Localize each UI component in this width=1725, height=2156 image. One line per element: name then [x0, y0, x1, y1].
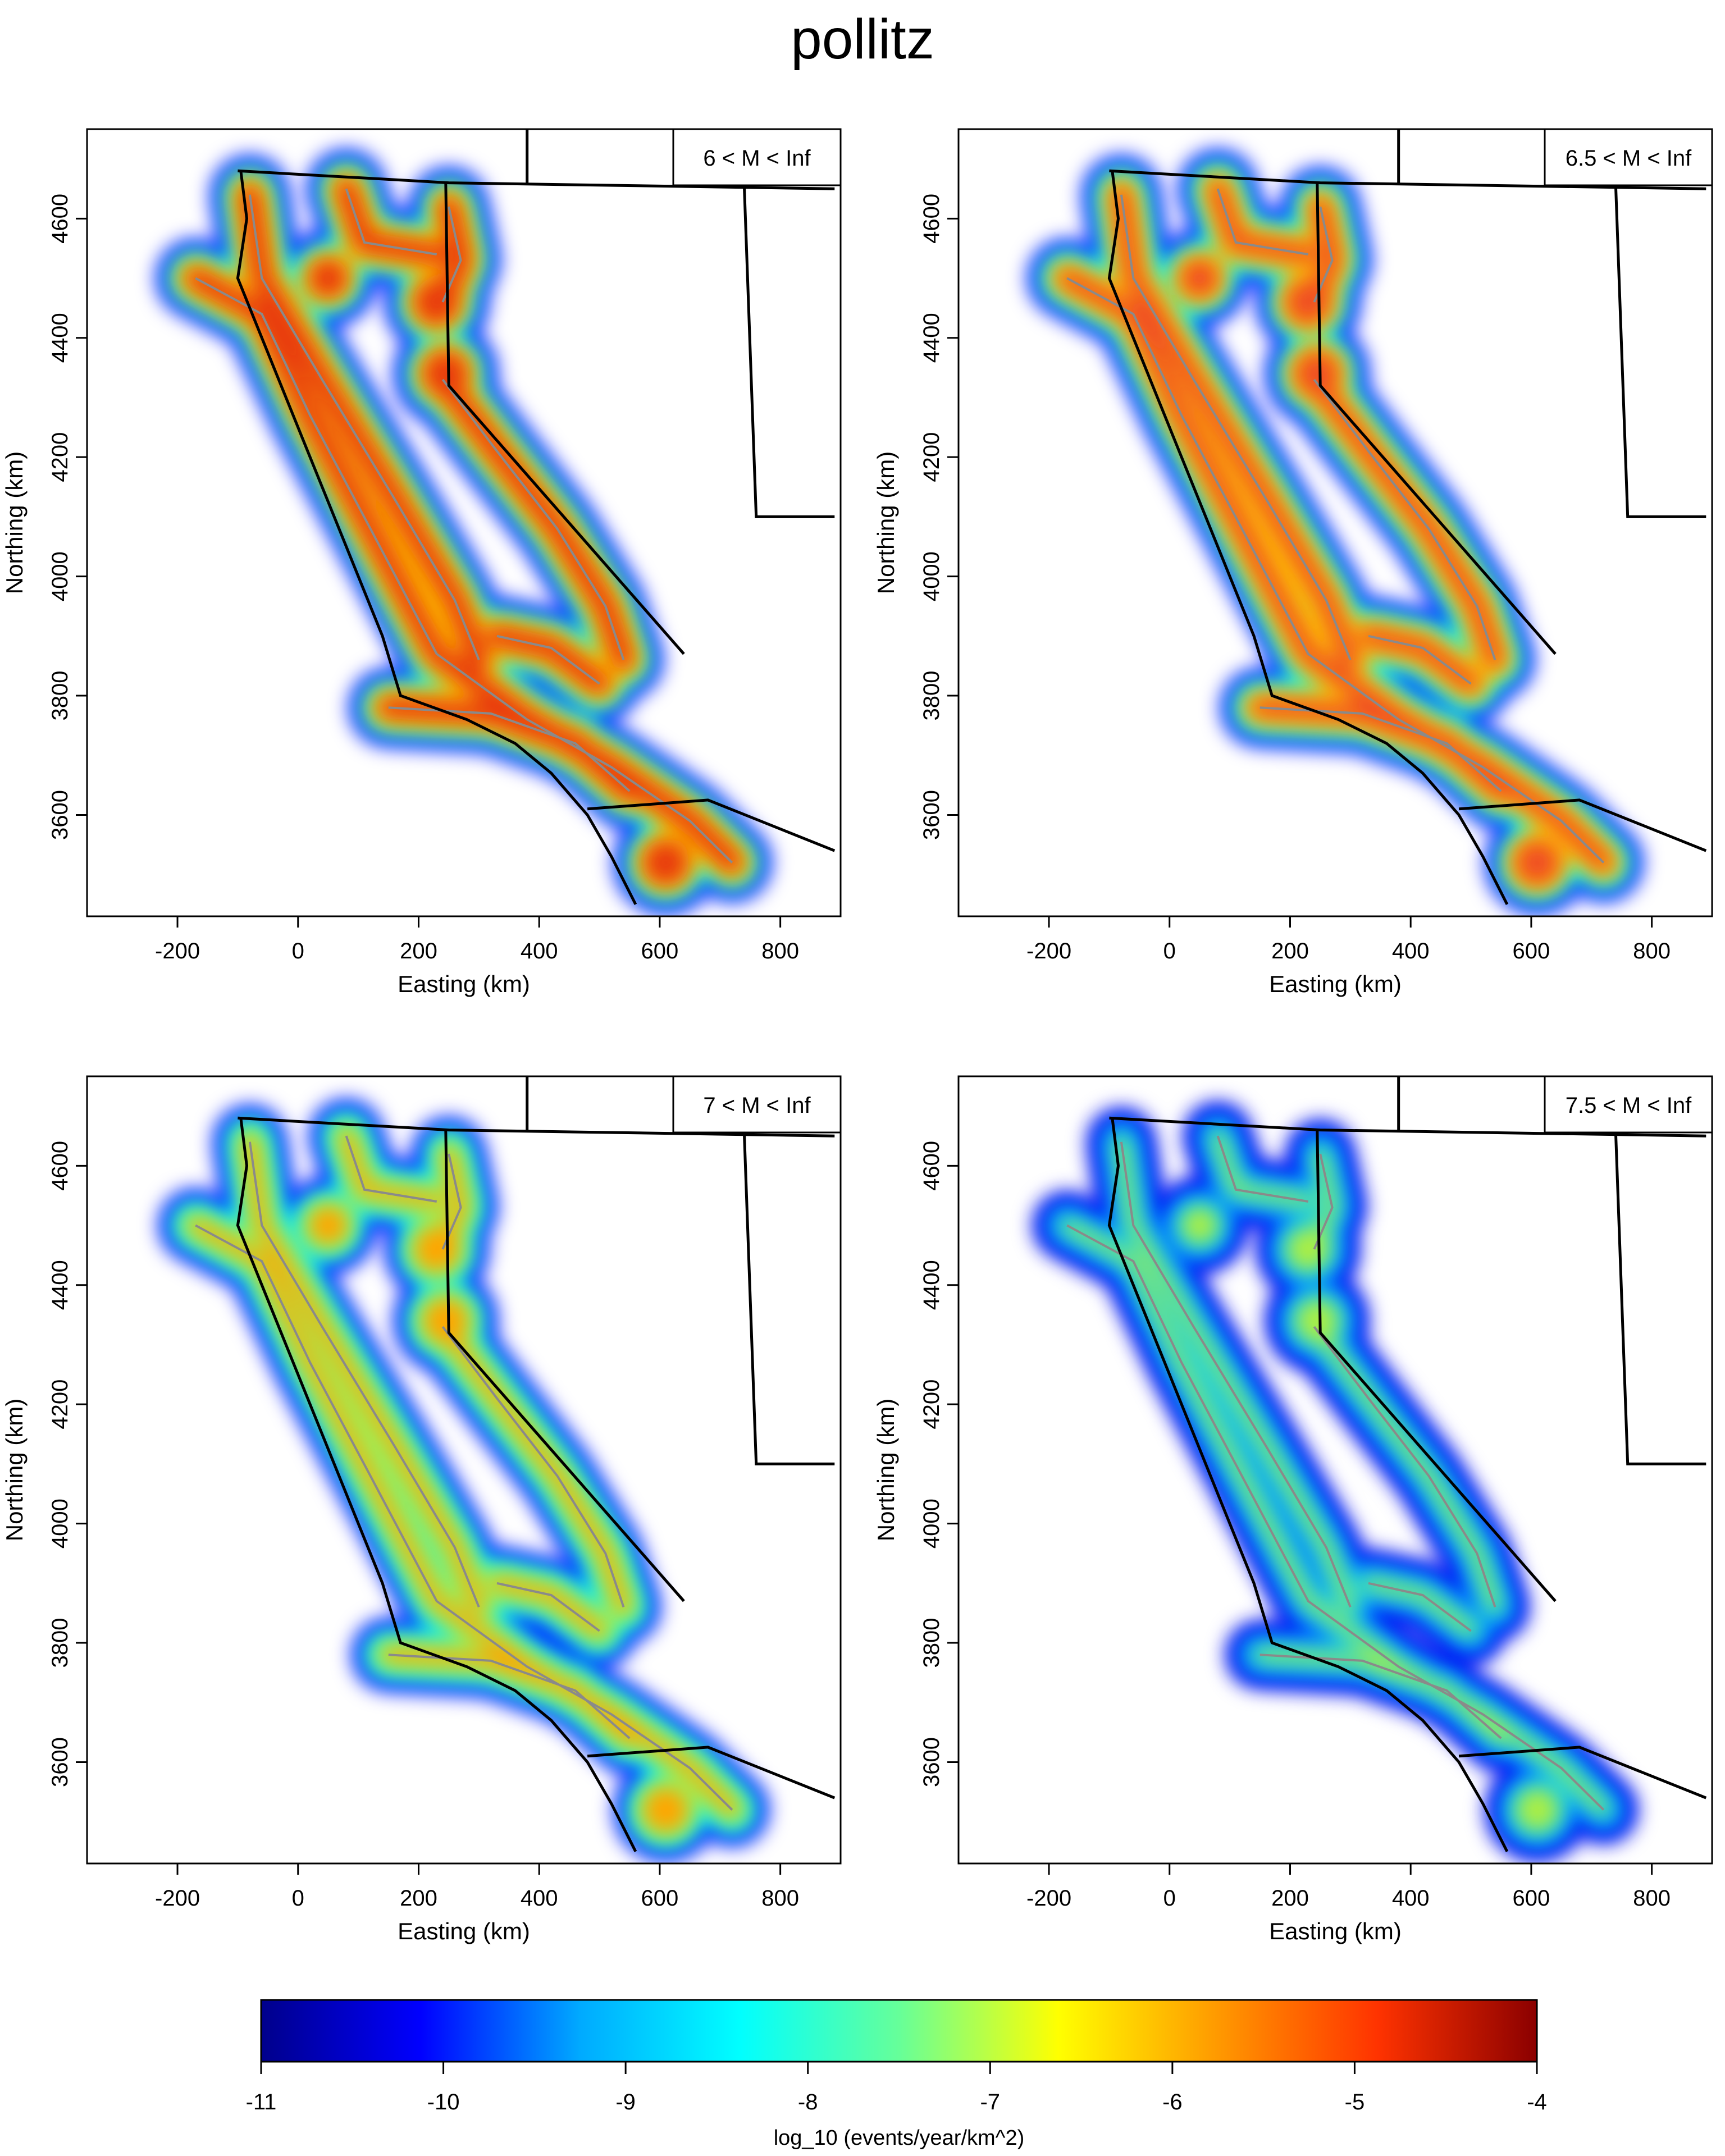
x-tick-label: -200 — [1026, 1886, 1071, 1911]
y-tick-label: 4600 — [48, 1141, 72, 1191]
y-tick-label: 4400 — [48, 313, 72, 363]
x-tick-label: 800 — [761, 939, 799, 963]
x-tick-label: 800 — [761, 1886, 799, 1911]
plot-frame — [957, 128, 1713, 917]
x-tick-label: 600 — [641, 939, 679, 963]
colorbar-tick-label: -4 — [1527, 2090, 1547, 2114]
magnitude-label: 6 < M < Inf — [703, 146, 811, 171]
y-tick-label: 3600 — [48, 1737, 72, 1787]
coastline-and-borders — [1107, 129, 1707, 905]
x-tick-label: 400 — [521, 1886, 558, 1911]
coastline-and-borders — [1107, 1076, 1707, 1852]
x-tick-label: 600 — [1513, 939, 1550, 963]
colorbar-tick-label: -10 — [427, 2090, 460, 2114]
x-tick-label: -200 — [155, 939, 200, 963]
x-tick-label: 400 — [1392, 1886, 1430, 1911]
x-tick-label: 0 — [292, 939, 304, 963]
rate-heatmap — [157, 129, 836, 914]
colorbar-label: log_10 (events/year/km^2) — [774, 2126, 1025, 2150]
x-axis-label: Easting (km) — [1269, 971, 1402, 997]
y-tick-label: 4600 — [919, 194, 944, 244]
x-tick-label: 200 — [400, 1886, 437, 1911]
map-panel-4: 7.5 < M < Inf -200 0 200 400 600 800 Easting (k… — [873, 1075, 1713, 1944]
colorbar-tick-label: -5 — [1345, 2090, 1365, 2114]
y-tick-label: 4000 — [919, 1499, 944, 1549]
y-tick-label: 4400 — [919, 313, 944, 363]
y-tick-label: 3800 — [48, 671, 72, 721]
magnitude-label-box — [1544, 1075, 1713, 1134]
coastline-and-borders — [236, 1076, 836, 1852]
magnitude-label: 6.5 < M < Inf — [1566, 146, 1692, 171]
x-tick-label: 800 — [1633, 939, 1671, 963]
x-tick-label: 800 — [1633, 1886, 1671, 1911]
y-axis-label: Northing (km) — [1, 451, 28, 594]
y-tick-label: 4200 — [48, 432, 72, 482]
rate-heatmap — [159, 1076, 836, 1861]
y-tick-label: 4400 — [48, 1260, 72, 1310]
magnitude-label: 7.5 < M < Inf — [1566, 1093, 1692, 1118]
y-axis-label: Northing (km) — [873, 1399, 899, 1541]
x-tick-label: 600 — [1513, 1886, 1550, 1911]
y-tick-label: 3800 — [48, 1618, 72, 1668]
x-axis-label: Easting (km) — [398, 1918, 530, 1944]
plot-frame — [957, 1075, 1713, 1865]
y-tick-label: 4000 — [919, 551, 944, 601]
colorbar-tick-label: -6 — [1162, 2090, 1183, 2114]
rate-heatmap — [1029, 129, 1707, 914]
x-tick-label: 0 — [1163, 1886, 1176, 1911]
figure-title: pollitz — [791, 8, 934, 71]
y-tick-label: 3800 — [919, 671, 944, 721]
map-panel-2: 6.5 < M < Inf -200 0 200 400 600 800 Easting (k… — [873, 128, 1713, 997]
y-tick-label: 4200 — [919, 432, 944, 482]
magnitude-label-box — [672, 1075, 842, 1134]
map-panel-3: 7 < M < Inf -200 0 200 400 600 800 Easting (km)… — [1, 1075, 842, 1944]
colorbar-tick-label: -7 — [980, 2090, 1000, 2114]
x-tick-label: 200 — [1271, 1886, 1309, 1911]
y-tick-label: 4200 — [48, 1380, 72, 1429]
y-tick-label: 3600 — [919, 1737, 944, 1787]
y-tick-label: 3800 — [919, 1618, 944, 1668]
y-tick-label: 4000 — [48, 551, 72, 601]
y-tick-label: 4600 — [919, 1141, 944, 1191]
y-tick-label: 3600 — [919, 790, 944, 840]
plot-frame — [86, 1075, 842, 1865]
y-tick-label: 3600 — [48, 790, 72, 840]
colorbar-tick-label: -9 — [615, 2090, 636, 2114]
x-tick-label: 400 — [1392, 939, 1430, 963]
x-tick-label: 600 — [641, 1886, 679, 1911]
x-tick-label: 200 — [1271, 939, 1309, 963]
colorbar-gradient — [260, 1999, 1538, 2063]
colorbar-tick-label: -11 — [246, 2090, 277, 2114]
magnitude-label: 7 < M < Inf — [703, 1093, 811, 1118]
x-tick-label: 400 — [521, 939, 558, 963]
coastline-and-borders — [236, 129, 836, 905]
plot-frame — [86, 128, 842, 917]
x-tick-label: -200 — [1026, 939, 1071, 963]
x-tick-label: 0 — [292, 1886, 304, 1911]
y-axis-label: Northing (km) — [873, 451, 899, 594]
x-axis-label: Easting (km) — [398, 971, 530, 997]
x-axis-label: Easting (km) — [1269, 1918, 1402, 1944]
colorbar: -11 -10 -9 -8 -7 -6 -5 -4 log_10 (events/year/km… — [246, 1999, 1547, 2150]
map-panel-1: 6 < M < Inf -200 0 200 400 600 800 Easting (km)… — [1, 128, 842, 997]
x-tick-label: 200 — [400, 939, 437, 963]
y-tick-label: 4400 — [919, 1260, 944, 1310]
magnitude-label-box — [1544, 128, 1713, 186]
y-axis-label: Northing (km) — [1, 1399, 28, 1541]
x-tick-label: -200 — [155, 1886, 200, 1911]
y-tick-label: 4600 — [48, 194, 72, 244]
magnitude-label-box — [672, 128, 842, 186]
y-tick-label: 4200 — [919, 1380, 944, 1429]
colorbar-tick-label: -8 — [798, 2090, 818, 2114]
y-tick-label: 4000 — [48, 1499, 72, 1549]
x-tick-label: 0 — [1163, 939, 1176, 963]
rate-heatmap — [1033, 1076, 1707, 1861]
